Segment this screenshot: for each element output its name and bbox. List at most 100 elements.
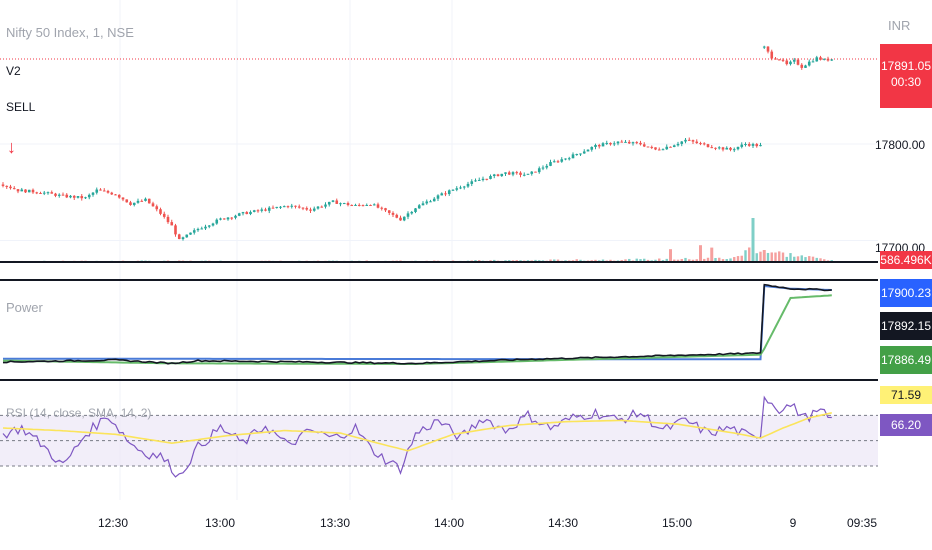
power-tag-blue: 17900.23 [880, 279, 932, 307]
candle [571, 154, 575, 159]
volume-bar [740, 255, 743, 262]
candle [102, 190, 106, 192]
candle [455, 188, 459, 190]
candle [819, 57, 822, 60]
candle [54, 193, 57, 196]
candle [346, 203, 350, 206]
candle [27, 189, 31, 193]
candle [567, 158, 571, 160]
candle [545, 165, 549, 168]
candle [807, 61, 811, 66]
candle [774, 58, 777, 60]
volume-bar [751, 218, 755, 262]
candle [65, 194, 69, 198]
candle [174, 225, 177, 235]
candle [189, 232, 192, 235]
candle [331, 200, 335, 202]
candle [665, 146, 669, 150]
volume-bar [635, 258, 638, 262]
candle [301, 207, 305, 209]
candle [230, 217, 234, 219]
candle [72, 195, 76, 198]
candle [729, 147, 732, 150]
candle [777, 59, 781, 61]
volume-bar [601, 259, 605, 262]
candle [369, 204, 372, 206]
candle [136, 200, 140, 203]
candle [680, 141, 684, 144]
candle [69, 195, 72, 198]
candle [256, 210, 260, 212]
candle [140, 200, 144, 202]
candle [766, 46, 770, 52]
symbol-title[interactable]: Nifty 50 Index, 1, NSE [6, 25, 134, 40]
volume-bar [725, 259, 728, 262]
volume-bar [800, 255, 803, 262]
candle [740, 144, 744, 147]
candle [114, 194, 117, 196]
volume-bar [748, 247, 751, 262]
candle [365, 204, 369, 206]
candle [519, 172, 522, 175]
candle [597, 144, 601, 147]
candle [695, 141, 699, 144]
candle [46, 192, 50, 194]
power-pane-title[interactable]: Power [6, 300, 43, 315]
candle [200, 228, 204, 230]
candle [489, 175, 492, 179]
candle [661, 149, 665, 151]
volume-bar [575, 259, 578, 262]
volume-bar [793, 256, 796, 262]
volume-bar [718, 257, 721, 262]
volume-bar [811, 256, 815, 262]
candle [477, 179, 481, 181]
candle [631, 142, 635, 144]
candle [789, 61, 792, 65]
candle [279, 206, 282, 208]
power-green-line [3, 294, 832, 365]
candle [624, 141, 627, 143]
candle [429, 201, 432, 203]
candle [481, 178, 485, 180]
candle [564, 158, 567, 160]
candle [702, 143, 706, 145]
volume-bar [819, 258, 822, 262]
rsi-ma-tag: 71.59 [880, 386, 932, 404]
candle [121, 197, 125, 200]
candle [414, 208, 417, 212]
candle [207, 225, 211, 227]
candle [151, 203, 155, 207]
candle [275, 206, 279, 208]
volume-bar [785, 256, 788, 262]
power-tag-black: 17892.15 [880, 312, 932, 340]
candle [234, 215, 237, 218]
candle [462, 186, 466, 188]
candle [725, 147, 729, 150]
candle [12, 188, 16, 190]
candle [590, 146, 594, 150]
candle [721, 147, 725, 150]
candle [549, 162, 552, 166]
candle [511, 172, 515, 175]
candle [762, 46, 766, 48]
candle [106, 190, 110, 193]
x-tick-label: 9 [790, 516, 797, 530]
candle [309, 209, 312, 211]
candle [39, 192, 42, 194]
volume-bar [609, 259, 612, 262]
candle [447, 190, 451, 195]
candle [144, 198, 147, 201]
candle [222, 218, 226, 220]
candle [166, 216, 170, 223]
candle [751, 144, 755, 146]
candle [245, 212, 249, 215]
volume-bar [733, 257, 736, 262]
rsi-pane-title[interactable]: RSI (14, close, SMA, 14, 2) [6, 406, 152, 420]
candle [91, 192, 95, 195]
volume-bar [549, 259, 552, 262]
candle [110, 192, 114, 195]
candle [129, 202, 132, 205]
volume-bar [665, 258, 668, 262]
candle [710, 147, 714, 149]
